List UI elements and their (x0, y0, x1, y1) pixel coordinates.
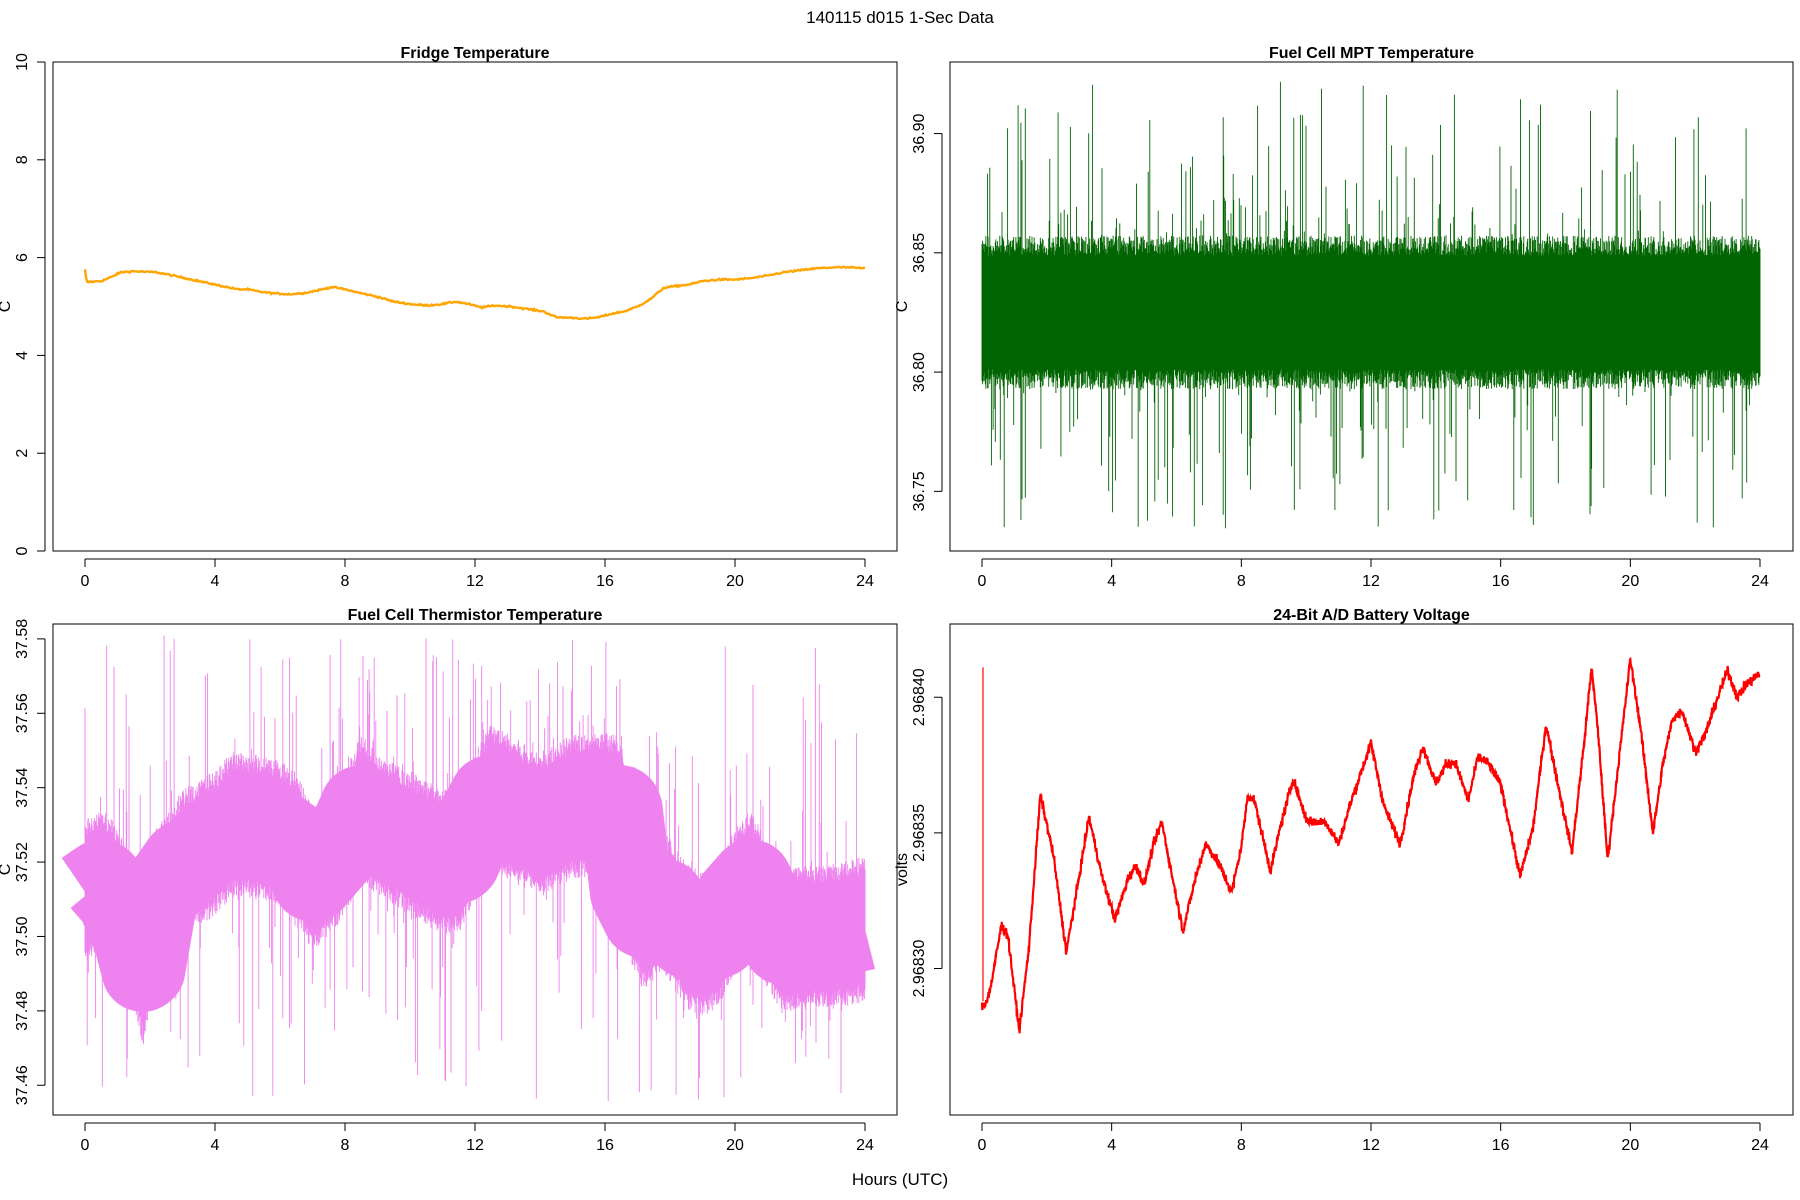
y-tick-label: 2 (14, 449, 31, 458)
y-tick-label: 0 (14, 546, 31, 555)
x-tick-label: 0 (81, 573, 90, 590)
y-tick-label: 2.96840 (911, 668, 928, 726)
plot-data (53, 635, 897, 1101)
y-axis: 2.96830 2.96835 2.96840 (911, 668, 943, 997)
panel-2: Fuel Cell MPT Temperature 0 4 8 12 16 20 24 36.7… (894, 45, 1794, 590)
panel-title: Fuel Cell Thermistor Temperature (348, 607, 603, 624)
y-tick-label: 36.85 (911, 233, 928, 273)
y-tick-label: 10 (14, 53, 31, 71)
x-axis-label: Hours (UTC) (852, 1170, 948, 1189)
x-tick-label: 0 (81, 1137, 90, 1154)
x-tick-label: 12 (466, 1137, 484, 1154)
x-tick-label: 24 (856, 573, 874, 590)
y-axis-label: volts (894, 853, 911, 886)
x-tick-label: 16 (596, 1137, 614, 1154)
y-tick-label: 37.48 (14, 991, 31, 1031)
series-line (980, 656, 1761, 1034)
y-tick-label: 6 (14, 253, 31, 262)
x-tick-label: 8 (1237, 1137, 1246, 1154)
plot-data (83, 265, 866, 321)
x-tick-label: 12 (1362, 573, 1380, 590)
chart-panels: Fridge Temperature048121620240246810CFue… (0, 45, 1794, 1154)
x-tick-label: 24 (1751, 573, 1769, 590)
x-tick-label: 0 (978, 573, 987, 590)
x-axis: 0 4 8 12 16 20 24 (81, 1122, 874, 1154)
x-tick-label: 4 (211, 1137, 220, 1154)
y-tick-label: 36.80 (911, 352, 928, 392)
panel-title: Fuel Cell MPT Temperature (1269, 45, 1474, 62)
x-tick-label: 24 (856, 1137, 874, 1154)
y-tick-label: 37.46 (14, 1065, 31, 1105)
x-tick-label: 20 (726, 1137, 744, 1154)
x-tick-label: 4 (211, 573, 220, 590)
y-tick-label: 37.50 (14, 916, 31, 956)
x-tick-label: 8 (341, 573, 350, 590)
y-tick-label: 2.96835 (911, 804, 928, 862)
y-tick-label: 36.75 (911, 471, 928, 511)
panel-1: Fridge Temperature048121620240246810C (0, 45, 898, 590)
y-tick-label: 37.54 (14, 768, 31, 808)
x-tick-label: 16 (1492, 573, 1510, 590)
panel-title: 24-Bit A/D Battery Voltage (1273, 607, 1470, 624)
figure-title: 140115 d015 1-Sec Data (806, 8, 994, 27)
x-tick-label: 4 (1107, 1137, 1116, 1154)
x-tick-label: 12 (1362, 1137, 1380, 1154)
x-tick-label: 20 (726, 573, 744, 590)
panel-4: 24-Bit A/D Battery Voltage 0 4 8 12 16 20 24 2.9… (894, 607, 1794, 1154)
panel-title: Fridge Temperature (400, 45, 549, 62)
plot-box (52, 61, 898, 552)
y-tick-label: 2.96830 (911, 939, 928, 997)
y-axis: 36.75 36.80 36.85 36.90 (911, 113, 943, 511)
x-tick-label: 8 (1237, 573, 1246, 590)
x-tick-label: 20 (1621, 1137, 1639, 1154)
plot-box (949, 61, 1794, 552)
y-tick-label: 37.52 (14, 842, 31, 882)
y-tick-label: 36.90 (911, 113, 928, 153)
series-line (83, 265, 866, 321)
x-axis: 0 4 8 12 16 20 24 (978, 558, 1769, 590)
x-axis: 0 4 8 12 16 20 24 (81, 558, 874, 590)
y-tick-label: 8 (14, 155, 31, 164)
x-tick-label: 20 (1621, 573, 1639, 590)
x-tick-label: 16 (1492, 1137, 1510, 1154)
y-tick-label: 37.56 (14, 693, 31, 733)
panel-3: Fuel Cell Thermistor Temperature 0 4 8 12 16 2… (0, 607, 898, 1154)
x-axis: 0 4 8 12 16 20 24 (978, 1122, 1769, 1154)
y-axis: 0 2 4 6 8 10 (14, 53, 46, 555)
series-core (53, 754, 897, 1012)
y-axis-label: C (894, 301, 911, 313)
x-tick-label: 0 (978, 1137, 987, 1154)
y-axis-label: C (0, 301, 14, 313)
plot-box (949, 623, 1794, 1116)
plot-data (950, 81, 1793, 529)
plot-box (52, 623, 898, 1116)
y-axis: 37.46 37.48 37.50 37.52 37.54 37.56 37.58 (14, 619, 46, 1105)
x-tick-label: 24 (1751, 1137, 1769, 1154)
plot-data (980, 656, 1761, 1034)
x-tick-label: 16 (596, 573, 614, 590)
x-tick-label: 12 (466, 573, 484, 590)
y-tick-label: 37.58 (14, 619, 31, 659)
y-tick-label: 4 (14, 351, 31, 360)
x-tick-label: 8 (341, 1137, 350, 1154)
y-axis-label: C (0, 864, 14, 876)
x-tick-label: 4 (1107, 573, 1116, 590)
